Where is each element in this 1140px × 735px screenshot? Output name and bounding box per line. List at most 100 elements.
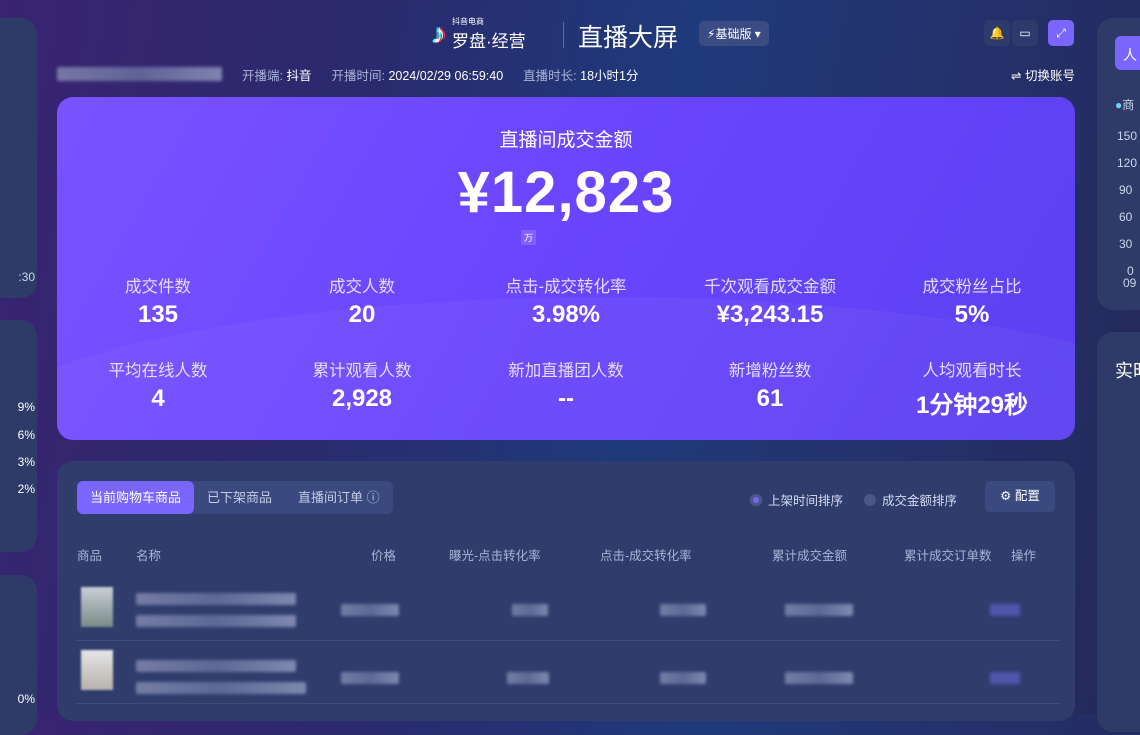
col-total-gmv[interactable]: 累计成交金额 xyxy=(772,549,848,563)
product-name-line2 xyxy=(136,682,306,694)
metric-item: 新增粉丝数 61 xyxy=(670,357,870,413)
live-info-bar: 开播端: 抖音 开播时间: 2024/02/29 06:59:40 直播时长: … xyxy=(57,64,1075,84)
fullscreen-icon[interactable]: ⤢ xyxy=(1048,20,1074,46)
metric-value: 20 xyxy=(348,301,376,328)
legend-item: ●商 xyxy=(1115,98,1135,112)
y-tick: 120 xyxy=(1117,156,1138,170)
y-tick: 150 xyxy=(1117,129,1138,143)
tab-live-orders[interactable]: 直播间订单 ⓘ xyxy=(298,490,380,505)
left-trend-card: :30 xyxy=(0,18,37,298)
section-title: 实时 xyxy=(1115,361,1140,381)
exposure-click-rate xyxy=(512,604,548,616)
col-name: 名称 xyxy=(136,549,162,563)
product-tabs: 当前购物车商品 已下架商品 直播间订单 ⓘ xyxy=(77,481,393,514)
ratio-value: 9% xyxy=(17,400,35,414)
product-name[interactable] xyxy=(136,593,296,605)
radio-checked-icon xyxy=(750,493,762,506)
metric-value: 61 xyxy=(756,385,784,412)
product-name[interactable] xyxy=(136,660,296,672)
metric-label: 平均在线人数 xyxy=(108,362,208,380)
y-tick: 90 xyxy=(1119,183,1133,197)
col-product: 商品 xyxy=(77,549,103,563)
total-gmv xyxy=(785,604,853,616)
metric-label: 成交人数 xyxy=(329,278,395,296)
metric-label: 人均观看时长 xyxy=(922,362,1022,380)
metric-label: 成交粉丝占比 xyxy=(922,278,1022,296)
chart-tab[interactable]: 人 xyxy=(1115,36,1140,70)
left-ratio-card: 9% 6% 3% 2% xyxy=(0,320,37,552)
col-total-orders[interactable]: 累计成交订单数 xyxy=(904,549,992,563)
price xyxy=(341,672,399,684)
divider xyxy=(563,22,564,48)
metric-label: 新加直播团人数 xyxy=(508,362,624,380)
metric-item: 平均在线人数 4 xyxy=(58,357,258,413)
metric-value: 2,928 xyxy=(331,385,393,412)
tab-current-products[interactable]: 当前购物车商品 xyxy=(77,481,195,514)
radio-icon xyxy=(864,493,876,506)
click-deal-rate xyxy=(660,672,706,684)
col-click-deal-rate[interactable]: 点击-成交转化率 xyxy=(600,549,692,563)
metric-label: 成交件数 xyxy=(125,278,191,296)
product-name-line2 xyxy=(136,615,296,627)
product-thumbnail[interactable] xyxy=(81,587,113,627)
switch-account-button[interactable]: ⇌ 切换账号 xyxy=(1011,68,1075,83)
metric-label: 千次观看成交金额 xyxy=(704,278,836,296)
ratio-value: 2% xyxy=(17,482,35,496)
y-tick: 30 xyxy=(1119,237,1133,251)
metric-item: 成交粉丝占比 5% xyxy=(872,273,1072,329)
edition-dropdown[interactable]: ⚡基础版 ▾ xyxy=(699,21,769,46)
gmv-value: ¥12,823 xyxy=(457,160,675,225)
trend-x-tick: :30 xyxy=(18,270,35,284)
products-card: 当前购物车商品 已下架商品 直播间订单 ⓘ 上架时间排序 成交金额排序 ⚙ 配置… xyxy=(57,461,1075,721)
sort-by-listing-time[interactable]: 上架时间排序 xyxy=(750,490,843,509)
gmv-title: 直播间成交金额 xyxy=(499,130,633,151)
tab-removed-products[interactable]: 已下架商品 xyxy=(207,490,273,505)
metric-value: -- xyxy=(558,385,574,412)
table-row xyxy=(75,642,1060,704)
exposure-click-rate xyxy=(507,672,549,684)
col-price[interactable]: 价格 xyxy=(371,549,397,563)
bell-icon[interactable]: 🔔 xyxy=(984,20,1010,46)
y-tick: 0 xyxy=(1127,264,1134,278)
metric-value: 5% xyxy=(954,301,990,328)
ratio-value: 6% xyxy=(17,428,35,442)
account-name xyxy=(57,67,222,81)
table-row xyxy=(75,579,1060,641)
metric-item: 新加直播团人数 -- xyxy=(466,357,666,413)
unit-toggle[interactable]: 万 xyxy=(521,230,537,245)
metric-value: 3.98% xyxy=(531,301,601,328)
product-thumbnail[interactable] xyxy=(81,650,113,690)
caret-down-icon: ▾ xyxy=(754,27,761,41)
right-realtime-card: 实时 xyxy=(1097,332,1140,732)
col-exposure-click-rate[interactable]: 曝光-点击转化率 xyxy=(449,549,541,563)
page-title: 直播大屏 xyxy=(578,24,679,52)
legend-dot-icon: ● xyxy=(1115,98,1123,112)
metric-item: 累计观看人数 2,928 xyxy=(262,357,462,413)
start-time: 开播时间: 2024/02/29 06:59:40 xyxy=(331,68,504,83)
gmv-hero-card: 直播间成交金额 ¥12,823 万 成交件数 135 成交人数 20 点击-成交转化率 3… xyxy=(57,97,1075,440)
action-button[interactable] xyxy=(990,604,1020,616)
config-button[interactable]: ⚙ 配置 xyxy=(985,481,1055,512)
left-bottom-card: 0% xyxy=(0,575,37,735)
metric-item: 人均观看时长 1分钟29秒 xyxy=(872,357,1072,420)
metric-value: 4 xyxy=(151,385,165,412)
action-button[interactable] xyxy=(990,672,1020,684)
monitor-icon[interactable]: ▭ xyxy=(1012,20,1038,46)
brand-logo: ♪ 抖音电商 罗盘·经营 xyxy=(432,17,526,51)
ratio-value: 3% xyxy=(17,455,35,469)
platform: 开播端: 抖音 xyxy=(242,68,312,83)
sort-by-gmv[interactable]: 成交金额排序 xyxy=(864,490,957,509)
metric-item: 千次观看成交金额 ¥3,243.15 xyxy=(670,273,870,329)
total-gmv xyxy=(785,672,853,684)
metric-label: 点击-成交转化率 xyxy=(505,278,627,296)
price xyxy=(341,604,399,616)
metric-item: 成交人数 20 xyxy=(262,273,462,329)
right-chart-card: 人 ●商 150 120 90 60 30 0 09 xyxy=(1097,18,1140,310)
click-deal-rate xyxy=(660,604,706,616)
lightning-icon: ⚡ xyxy=(707,27,716,41)
metric-label: 累计观看人数 xyxy=(312,362,412,380)
douyin-logo-icon: ♪ xyxy=(432,18,446,49)
ratio-value: 0% xyxy=(17,692,35,706)
col-actions: 操作 xyxy=(1011,549,1037,563)
metric-item: 成交件数 135 xyxy=(58,273,258,329)
